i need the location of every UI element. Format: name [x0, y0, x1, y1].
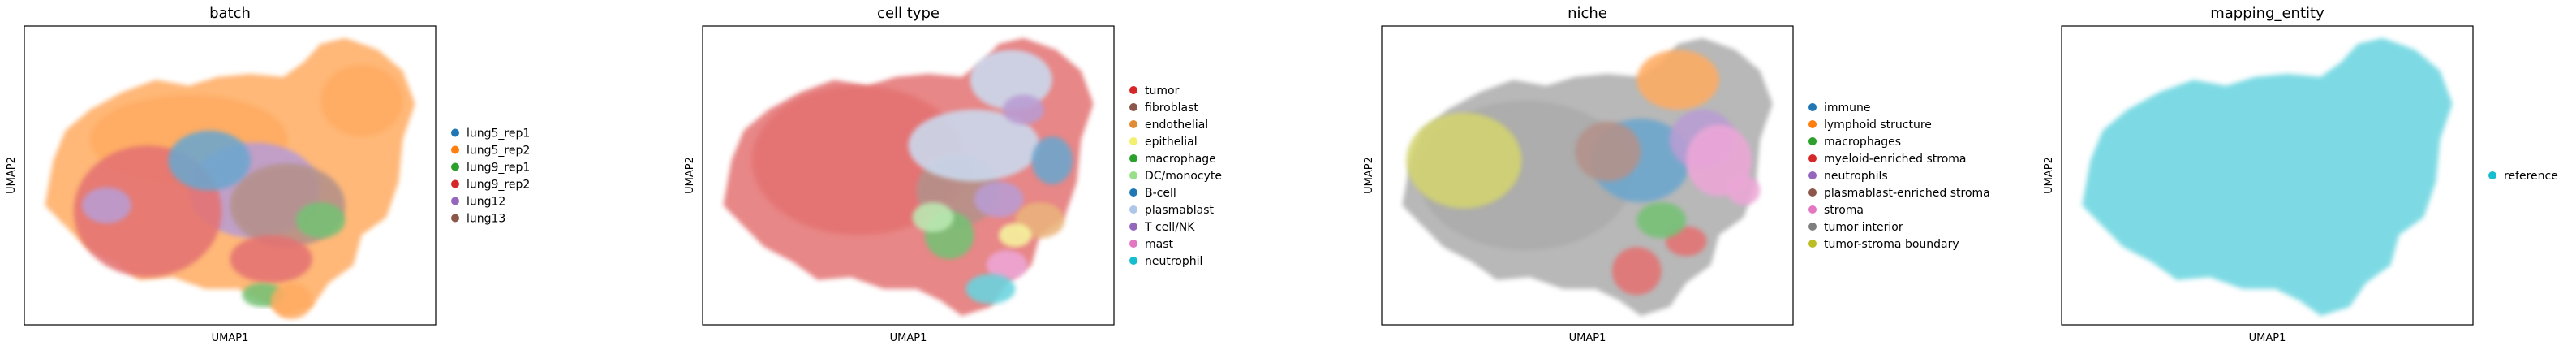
legend-marker-lung5-rep2: [451, 145, 459, 154]
legend-marker-dc-monocyte: [1129, 171, 1137, 179]
panel-title: cell type: [877, 5, 940, 22]
legend: tumor fibroblast endothelial epithelial macr…: [1129, 84, 1222, 268]
plot-frame: [1381, 25, 1794, 326]
panel-batch: batch UMAP1 UMAP2 lung5_rep1 lung5_rep2 lung9…: [6, 5, 530, 344]
point-texture: [24, 26, 436, 325]
scatter-area: [1382, 26, 1793, 325]
legend-label-endothelial: endothelial: [1145, 119, 1208, 132]
legend: lung5_rep1 lung5_rep2 lung9_rep1 lung9_rep2…: [451, 127, 530, 226]
panel-title: batch: [209, 5, 251, 22]
legend-label-macrophage: macrophage: [1145, 153, 1216, 166]
legend-label-lung9-rep2: lung9_rep2: [467, 179, 530, 192]
legend-label-mast: mast: [1145, 238, 1174, 251]
legend-marker-lung12: [451, 197, 459, 205]
panel-cell-type: cell type UMAP1 UMAP2 tumor fibroblast endoth…: [684, 5, 1222, 344]
legend-label-neutrophils: neutrophils: [1824, 170, 1888, 183]
plot-frame: [702, 25, 1115, 326]
legend-label-lung5-rep1: lung5_rep1: [467, 127, 530, 140]
plot-frame: [2061, 25, 2474, 326]
legend-marker-lung5-rep1: [451, 128, 459, 137]
point-texture: [703, 26, 1114, 325]
legend-label-tumor-stroma-boundary: tumor-stroma boundary: [1824, 238, 1959, 251]
scatter-area: [703, 26, 1114, 325]
x-axis-label: UMAP1: [2249, 332, 2286, 344]
legend-label-epithelial: epithelial: [1145, 136, 1198, 149]
legend-label-b-cell: B-cell: [1145, 187, 1176, 200]
panel-niche: niche UMAP1 UMAP2 immune lymphoid structure m…: [1363, 5, 1990, 344]
legend-label-macrophages: macrophages: [1824, 136, 1901, 149]
legend: reference: [2488, 170, 2558, 183]
legend-marker-lung9-rep1: [451, 162, 459, 171]
legend-marker-lymphoid-structure: [1808, 120, 1817, 128]
legend-label-plasmablast-enriched-stroma: plasmablast-enriched stroma: [1824, 187, 1990, 200]
legend-label-lung13: lung13: [467, 213, 505, 226]
x-axis-label: UMAP1: [890, 332, 927, 344]
legend-label-myeloid-enriched-stroma: myeloid-enriched stroma: [1824, 153, 1967, 166]
legend-label-lung5-rep2: lung5_rep2: [467, 145, 530, 158]
y-axis-label: UMAP2: [1363, 157, 1375, 194]
legend-marker-tumor-interior: [1808, 223, 1817, 231]
legend-marker-mast: [1129, 240, 1137, 248]
legend-label-lung9-rep1: lung9_rep1: [467, 162, 530, 175]
scatter-area: [2062, 26, 2473, 325]
legend-marker-immune: [1808, 103, 1817, 111]
panel-title: mapping_entity: [2210, 5, 2324, 22]
panel-title: niche: [1568, 5, 1607, 22]
legend-marker-tumor-stroma-boundary: [1808, 240, 1817, 248]
legend-label-neutrophil: neutrophil: [1145, 255, 1202, 268]
x-axis-label: UMAP1: [1569, 332, 1606, 344]
legend-marker-epithelial: [1129, 137, 1137, 145]
legend-label-tumor: tumor: [1145, 84, 1180, 97]
legend-label-fibroblast: fibroblast: [1145, 102, 1198, 115]
legend-marker-macrophages: [1808, 137, 1817, 145]
legend-marker-t-cell-nk: [1129, 223, 1137, 231]
legend-label-dc-monocyte: DC/monocyte: [1145, 170, 1222, 183]
legend-label-plasmablast: plasmablast: [1145, 204, 1215, 217]
point-texture: [1382, 26, 1793, 325]
point-texture: [2062, 26, 2473, 325]
y-axis-label: UMAP2: [684, 157, 696, 194]
legend-marker-lung13: [451, 214, 459, 223]
legend-marker-reference: [2488, 171, 2496, 179]
legend-label-lung12: lung12: [467, 196, 505, 209]
legend-label-tumor-interior: tumor interior: [1824, 221, 1903, 234]
legend-marker-b-cell: [1129, 188, 1137, 197]
legend-marker-endothelial: [1129, 120, 1137, 128]
x-axis-label: UMAP1: [212, 332, 249, 344]
legend-marker-lung9-rep2: [451, 179, 459, 188]
legend-marker-myeloid-enriched-stroma: [1808, 154, 1817, 162]
legend: immune lymphoid structure macrophages myelo…: [1808, 102, 1990, 251]
legend-marker-neutrophils: [1808, 171, 1817, 179]
scatter-area: [24, 26, 436, 325]
legend-marker-tumor: [1129, 86, 1137, 94]
plot-frame: [24, 25, 437, 326]
legend-label-reference: reference: [2504, 170, 2558, 183]
legend-label-stroma: stroma: [1824, 204, 1864, 217]
legend-label-immune: immune: [1824, 102, 1871, 115]
legend-label-lymphoid-structure: lymphoid structure: [1824, 119, 1932, 132]
legend-marker-plasmablast: [1129, 205, 1137, 214]
legend-marker-stroma: [1808, 205, 1817, 214]
legend-label-t-cell-nk: T cell/NK: [1144, 221, 1195, 234]
legend-marker-macrophage: [1129, 154, 1137, 162]
panel-mapping-entity: mapping_entity UMAP1 UMAP2 reference: [2043, 5, 2558, 344]
legend-marker-fibroblast: [1129, 103, 1137, 111]
legend-marker-plasmablast-enriched-stroma: [1808, 188, 1817, 197]
y-axis-label: UMAP2: [6, 157, 18, 194]
legend-marker-neutrophil: [1129, 257, 1137, 265]
y-axis-label: UMAP2: [2043, 157, 2055, 194]
